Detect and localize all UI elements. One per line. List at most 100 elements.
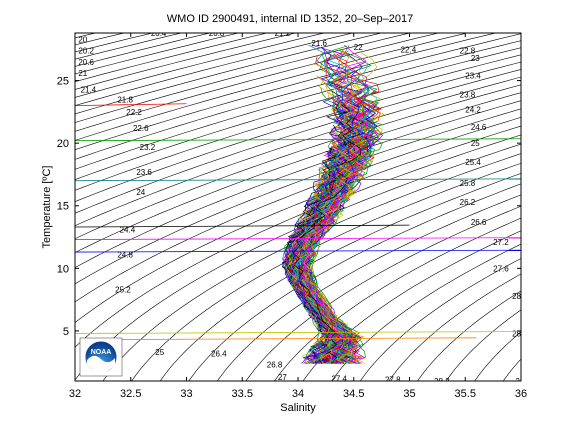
isopycnal-label: 25 <box>155 348 164 357</box>
isopycnal-label: 28.2 <box>434 377 450 386</box>
x-tick-label: 33 <box>180 388 192 400</box>
profile-line <box>303 126 383 364</box>
x-tick-label: 35 <box>403 388 415 400</box>
isopycnal-label: 26.4 <box>211 349 227 358</box>
profile-spike <box>75 178 521 182</box>
isopycnal-line <box>75 54 521 191</box>
isopycnal-line <box>75 33 326 98</box>
profile-line <box>284 44 349 364</box>
isopycnal-label: 21.4 <box>81 85 97 94</box>
isopycnal-label: 27.6 <box>493 264 509 273</box>
isopycnal-line <box>75 33 521 160</box>
isopycnal-label: 28.4 <box>512 329 528 338</box>
isopycnal-line <box>75 33 354 106</box>
profile-line <box>284 122 358 364</box>
isopycnal-label: 21.8 <box>117 95 133 104</box>
isopycnal-line <box>75 33 297 90</box>
isopycnal-line <box>188 183 521 381</box>
isopycnal-line <box>245 205 521 381</box>
isopycnal-line <box>75 100 521 268</box>
isopycnal-label: 22.4 <box>401 45 417 54</box>
isopycnal-line <box>75 108 521 285</box>
isopycnal-line <box>75 76 521 226</box>
isopycnal-label: 22.2 <box>126 108 142 117</box>
y-tick-label: 15 <box>57 201 69 213</box>
isopycnal-label: 22.6 <box>133 124 149 133</box>
isopycnal-label: 22 <box>354 43 363 52</box>
y-axis-ticks: 5 10 15 20 25 <box>57 76 521 338</box>
x-tick-label: 32 <box>69 388 81 400</box>
isopycnal-label: 23.8 <box>460 90 476 99</box>
isopycnal-line <box>75 33 497 151</box>
isopycnal-label: 23.2 <box>140 143 156 152</box>
isopycnal-label: 28 <box>512 292 521 301</box>
isopycnal-label: 21.6 <box>311 39 327 48</box>
isopycnal-line <box>159 173 521 381</box>
isopycnal-line <box>75 33 469 141</box>
profile-spike <box>75 249 521 253</box>
isopycnal-label: 24.4 <box>120 226 136 235</box>
noaa-logo: NOAA <box>79 337 123 377</box>
isopycnal-label: 24 <box>136 188 145 197</box>
x-axis-ticks: 32 32.5 33 33.5 34 34.5 35 35.5 36 <box>69 33 527 400</box>
isopycnal-label: 28.6 <box>488 380 504 389</box>
isopycnal-label: 21.2 <box>275 29 291 38</box>
isopycnal-line <box>75 33 411 123</box>
isopycnal-line <box>388 273 521 381</box>
isopycnal-line <box>331 243 521 381</box>
isopycnal-label: 25 <box>471 139 480 148</box>
chart-title: WMO ID 2900491, internal ID 1352, 20–Sep… <box>167 13 413 25</box>
isopycnal-line <box>359 258 521 381</box>
isopycnal-line <box>75 92 521 253</box>
isopycnal-label: 27 <box>278 373 287 382</box>
isopycnal-label: 26.8 <box>267 361 283 370</box>
x-tick-label: 33.5 <box>232 388 253 400</box>
isopycnal-line <box>417 290 521 381</box>
isopycnal-label: 26.6 <box>471 218 487 227</box>
isopycnal-label: 28 <box>515 377 524 386</box>
x-tick-label: 34.5 <box>343 388 364 400</box>
isopycnal-line <box>75 33 383 115</box>
profile-line <box>286 104 360 364</box>
profile-spike <box>75 331 521 334</box>
y-axis-label: Temperature [ºC] <box>41 166 53 249</box>
profile-line <box>300 44 378 364</box>
y-tick-label: 5 <box>63 326 69 338</box>
isopycnal-label: 25.4 <box>465 158 481 167</box>
isopycnal-label: 20.8 <box>209 29 225 38</box>
isopycnal-label: 27.8 <box>385 376 401 385</box>
x-tick-label: 34 <box>292 388 304 400</box>
profile-spike <box>75 138 521 142</box>
isopycnal-label: 20.2 <box>78 47 94 56</box>
x-tick-label: 32.5 <box>120 388 141 400</box>
isopycnal-line <box>75 84 521 240</box>
y-tick-label: 20 <box>57 138 69 150</box>
isopycnal-line <box>75 125 521 323</box>
isopycnal-label: 25.8 <box>460 179 476 188</box>
isopycnal-label: 27.4 <box>331 374 347 383</box>
isopycnal-line <box>75 117 521 303</box>
profile-line <box>292 116 362 364</box>
isopycnal-label: 26.2 <box>460 198 476 207</box>
profile-spike <box>75 237 521 240</box>
profile-lines <box>75 44 521 364</box>
x-tick-label: 35.5 <box>455 388 476 400</box>
isopycnal-label: 23 <box>471 54 480 63</box>
isopycnal-label: 20.6 <box>78 58 94 67</box>
isopycnal-line <box>102 153 521 381</box>
isopycnal-line <box>75 33 440 132</box>
x-tick-label: 36 <box>515 388 527 400</box>
isopycnal-label: 24.8 <box>117 251 133 260</box>
profile-spike <box>97 337 477 341</box>
profile-spike <box>75 103 187 107</box>
isopycnal-label: 20.4 <box>151 29 167 38</box>
isopycnal-label: 23.4 <box>465 72 481 81</box>
isopycnal-line <box>75 69 521 214</box>
x-axis-label: Salinity <box>280 402 316 414</box>
isopycnal-label: 25.2 <box>115 286 131 295</box>
isopycnal-label: 27.2 <box>493 238 509 247</box>
isopycnal-line <box>216 194 521 381</box>
y-tick-label: 25 <box>57 76 69 88</box>
profile-spike <box>75 224 410 228</box>
